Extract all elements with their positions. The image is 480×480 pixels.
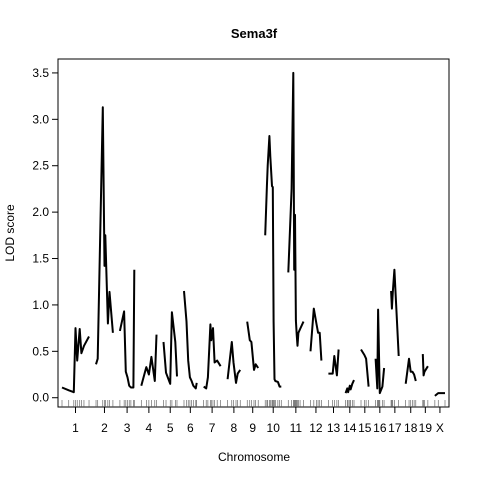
lod-curve-chr-16 — [374, 308, 386, 395]
x-tick-label-chr-19: 19 — [419, 421, 433, 435]
x-tick-label-chr-8: 8 — [231, 421, 238, 435]
x-tick-label-chr-X: X — [436, 421, 444, 435]
marker-rug — [61, 400, 446, 407]
y-axis: 0.0 0.5 1.0 1.5 2.0 2.5 3.0 3.5 — [32, 66, 58, 405]
x-tick-label-chr-10: 10 — [267, 421, 281, 435]
x-tick-label-chr-13: 13 — [327, 421, 341, 435]
y-tick-label: 0.0 — [32, 391, 49, 405]
x-tick-label-chr-18: 18 — [404, 421, 418, 435]
lod-curve-chr-4 — [140, 334, 158, 386]
x-tick-label-chr-7: 7 — [209, 421, 216, 435]
x-tick-label-chr-3: 3 — [124, 421, 131, 435]
lod-curve-chr-9 — [246, 321, 260, 371]
y-tick-label: 3.5 — [32, 66, 49, 80]
x-tick-label-chr-14: 14 — [343, 421, 357, 435]
lod-curve-chr-19 — [421, 354, 429, 377]
x-tick-label-chr-6: 6 — [187, 421, 194, 435]
lod-curve-chr-10 — [264, 135, 282, 388]
lod-curve-chr-3 — [118, 269, 136, 389]
x-axis-label: Chromosome — [218, 450, 290, 464]
lod-curve-chr-17 — [390, 268, 400, 357]
x-tick-label-chr-9: 9 — [249, 421, 256, 435]
x-tick-label-chr-5: 5 — [167, 421, 174, 435]
y-tick-label: 2.0 — [32, 205, 49, 219]
y-tick-label: 3.0 — [32, 112, 49, 126]
y-tick-label: 0.5 — [32, 344, 49, 358]
x-tick-label-chr-2: 2 — [101, 421, 108, 435]
x-tick-label-chr-17: 17 — [388, 421, 402, 435]
lod-curve-chr-18 — [404, 357, 417, 384]
lod-curve-chr-14 — [344, 379, 355, 394]
x-tick-label-chr-15: 15 — [358, 421, 372, 435]
lod-curve-chr-5 — [162, 311, 178, 385]
lod-curve-chr-1 — [61, 327, 90, 394]
lod-curve-chr-6 — [183, 290, 198, 390]
lod-curve-chr-8 — [226, 341, 242, 384]
lod-curve-chr-X — [434, 392, 445, 397]
y-axis-label: LOD score — [3, 204, 17, 262]
lod-curve-chr-7 — [203, 323, 222, 390]
x-tick-label-chr-4: 4 — [146, 421, 153, 435]
lod-curve-chr-2 — [95, 106, 114, 365]
x-axis: 1 2 3 4 5 6 7 8 9 10 11 12 13 14 15 16 17 18 19 X — [72, 407, 444, 435]
y-tick-label: 1.5 — [32, 252, 49, 266]
chart-title: Sema3f — [231, 26, 278, 41]
lod-curve-chr-12 — [309, 307, 323, 361]
y-tick-label: 2.5 — [32, 159, 49, 173]
x-tick-label-chr-16: 16 — [373, 421, 387, 435]
plot-frame — [57, 58, 450, 408]
x-tick-label-chr-11: 11 — [290, 421, 303, 435]
lod-curve-chr-13 — [328, 349, 340, 377]
lod-curve-chr-11 — [287, 71, 305, 347]
x-tick-label-chr-1: 1 — [72, 421, 79, 435]
lod-curves — [61, 71, 445, 397]
x-tick-label-chr-12: 12 — [309, 421, 323, 435]
y-tick-label: 1.0 — [32, 298, 49, 312]
lod-curve-chr-15 — [360, 348, 370, 387]
